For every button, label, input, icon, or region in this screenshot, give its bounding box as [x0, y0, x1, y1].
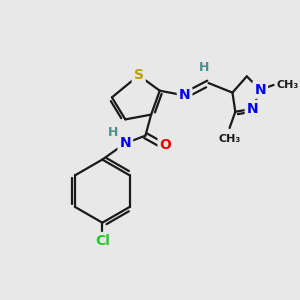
Text: CH₃: CH₃ [276, 80, 299, 90]
Text: S: S [134, 68, 144, 83]
Text: H: H [199, 61, 209, 74]
Text: Cl: Cl [95, 234, 110, 248]
Text: N: N [254, 83, 266, 97]
Text: N: N [247, 102, 258, 116]
Text: N: N [119, 136, 131, 150]
Text: O: O [160, 138, 171, 152]
Text: N: N [179, 88, 190, 103]
Text: H: H [108, 126, 118, 139]
Text: CH₃: CH₃ [218, 134, 241, 144]
